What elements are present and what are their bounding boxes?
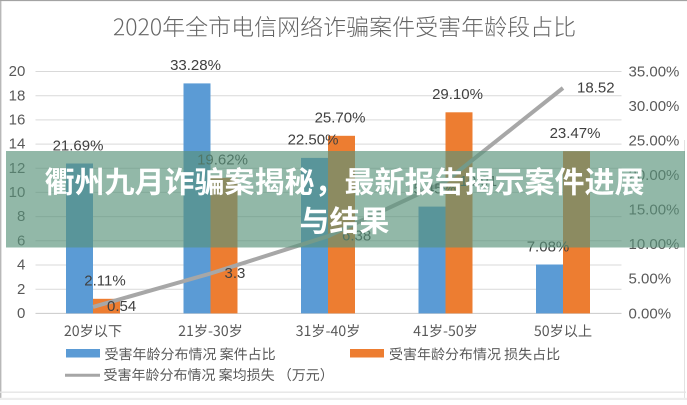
- svg-text:3.3: 3.3: [225, 265, 246, 282]
- svg-text:20: 20: [9, 63, 26, 80]
- svg-text:16: 16: [9, 112, 26, 129]
- svg-text:30.00%: 30.00%: [629, 98, 680, 115]
- svg-text:5.00%: 5.00%: [629, 271, 672, 288]
- svg-text:0: 0: [17, 305, 25, 322]
- svg-text:0.54: 0.54: [107, 298, 136, 315]
- svg-text:35.00%: 35.00%: [629, 63, 680, 80]
- svg-text:29.10%: 29.10%: [432, 86, 483, 103]
- svg-text:0.00%: 0.00%: [629, 305, 672, 322]
- svg-text:2.11%: 2.11%: [84, 273, 125, 290]
- svg-text:25.00%: 25.00%: [629, 133, 680, 150]
- svg-text:33.28%: 33.28%: [170, 57, 221, 74]
- svg-text:22.50%: 22.50%: [288, 132, 339, 149]
- svg-text:25.70%: 25.70%: [315, 110, 366, 127]
- svg-text:18.52: 18.52: [577, 79, 615, 96]
- svg-text:23.47%: 23.47%: [550, 125, 601, 142]
- svg-text:4: 4: [17, 257, 25, 274]
- svg-text:2: 2: [17, 281, 25, 298]
- svg-text:18: 18: [9, 87, 26, 104]
- svg-text:21.69%: 21.69%: [53, 137, 104, 154]
- svg-text:14: 14: [9, 136, 26, 153]
